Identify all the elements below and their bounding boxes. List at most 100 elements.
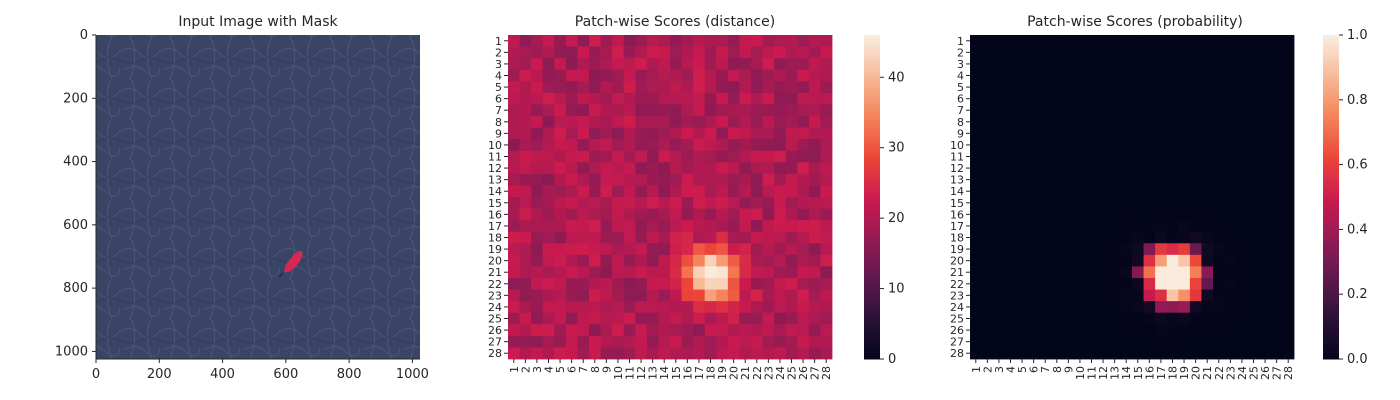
heatmap-cell: [1143, 173, 1156, 186]
heatmap-cell: [1143, 127, 1156, 140]
heatmap-y-tick-label: 10: [488, 139, 502, 152]
heatmap-cell: [970, 301, 982, 314]
colorbar-segment: [1323, 172, 1339, 178]
heatmap-cell: [751, 324, 763, 337]
heatmap-cell: [739, 197, 752, 209]
heatmap-cell: [1085, 150, 1098, 163]
colorbar-segment: [864, 43, 880, 48]
heatmap-cell: [1224, 208, 1237, 221]
heatmap-cell: [1201, 254, 1214, 267]
heatmap-cell: [1201, 312, 1214, 325]
heatmap-cell: [1259, 301, 1272, 314]
heatmap-cell: [785, 335, 798, 348]
heatmap-cell: [1155, 81, 1168, 94]
heatmap-cell: [751, 92, 763, 105]
heatmap-cell: [554, 35, 567, 47]
heatmap-cell: [727, 46, 740, 59]
heatmap-cell: [808, 104, 821, 117]
heatmap-cell: [1155, 278, 1168, 290]
colorbar-segment: [1323, 249, 1339, 255]
heatmap-cell: [1178, 197, 1191, 209]
heatmap-y-tick-label: 26: [488, 324, 502, 337]
heatmap-cell: [1016, 162, 1029, 175]
heatmap-cell: [623, 335, 636, 348]
heatmap-cell: [508, 35, 520, 47]
heatmap-cell: [612, 335, 625, 348]
heatmap-cell: [716, 185, 729, 198]
heatmap-cell: [820, 220, 833, 233]
panel-1-y-tick-label: 800: [63, 281, 88, 296]
heatmap-cell: [519, 254, 532, 267]
heatmap-cell: [519, 220, 532, 233]
heatmap-cell: [820, 289, 833, 302]
heatmap-cell: [1213, 312, 1225, 325]
heatmap-cell: [993, 254, 1006, 267]
heatmap-cell: [762, 127, 775, 140]
heatmap-cell: [774, 46, 787, 59]
heatmap-cell: [542, 35, 555, 47]
heatmap-cell: [1016, 301, 1029, 314]
heatmap-cell: [1155, 266, 1168, 279]
heatmap-y-tick-label: 21: [488, 266, 502, 279]
heatmap-cell: [1108, 46, 1121, 59]
heatmap-x-tick-label: 11: [1086, 366, 1099, 380]
heatmap-cell: [1259, 324, 1272, 337]
heatmap-cell: [1259, 220, 1272, 233]
heatmap-cell: [1039, 220, 1052, 233]
heatmap-cell: [623, 35, 636, 47]
heatmap-cell: [693, 335, 706, 348]
colorbar-segment: [864, 188, 880, 194]
heatmap-cell: [635, 312, 648, 325]
heatmap-cell: [1108, 243, 1121, 256]
heatmap-cell: [981, 173, 994, 186]
heatmap-cell: [739, 208, 752, 221]
colorbar-segment: [864, 282, 880, 287]
heatmap-cell: [820, 127, 833, 140]
heatmap-cell: [635, 150, 648, 163]
heatmap-cell: [1004, 324, 1017, 337]
heatmap-cell: [508, 324, 520, 337]
heatmap-cell: [751, 301, 763, 314]
heatmap-cell: [785, 278, 798, 290]
heatmap-cell: [681, 150, 694, 163]
heatmap-cell: [1270, 185, 1283, 198]
heatmap-cell: [670, 312, 682, 325]
heatmap-cell: [531, 197, 544, 209]
heatmap-cell: [681, 69, 694, 82]
heatmap-cell: [658, 347, 671, 360]
heatmap-cell: [808, 150, 821, 163]
heatmap-cell: [577, 139, 590, 152]
heatmap-cell: [1027, 220, 1040, 233]
heatmap-cell: [1270, 335, 1283, 348]
heatmap-cell: [1247, 301, 1260, 314]
heatmap-x-tick-label: 6: [1028, 366, 1041, 373]
colorbar-segment: [864, 124, 880, 129]
heatmap-cell: [1282, 312, 1295, 325]
heatmap-cell: [1027, 324, 1040, 337]
heatmap-cell: [970, 220, 982, 233]
heatmap-cell: [981, 35, 994, 47]
heatmap-cell: [716, 127, 729, 140]
heatmap-cell: [658, 197, 671, 209]
heatmap-cell: [774, 69, 787, 82]
heatmap-cell: [1166, 220, 1179, 233]
heatmap-cell: [739, 266, 752, 279]
heatmap-cell: [670, 69, 682, 82]
heatmap-cell: [531, 231, 544, 244]
heatmap-cell: [1039, 266, 1052, 279]
heatmap-cell: [658, 104, 671, 117]
heatmap-cell: [1270, 162, 1283, 175]
heatmap-cell: [1259, 35, 1272, 47]
heatmap-cell: [1004, 58, 1017, 71]
heatmap-cell: [589, 208, 601, 221]
heatmap-cell: [1189, 69, 1202, 82]
heatmap-cell: [1074, 139, 1087, 152]
colorbar-segment: [864, 298, 880, 303]
heatmap-cell: [1039, 347, 1052, 360]
heatmap-cell: [1213, 197, 1225, 209]
heatmap-cell: [716, 104, 729, 117]
colorbar-segment: [1323, 63, 1339, 68]
heatmap-cell: [993, 69, 1006, 82]
heatmap-cell: [1236, 324, 1249, 337]
heatmap-cell: [1051, 139, 1063, 152]
